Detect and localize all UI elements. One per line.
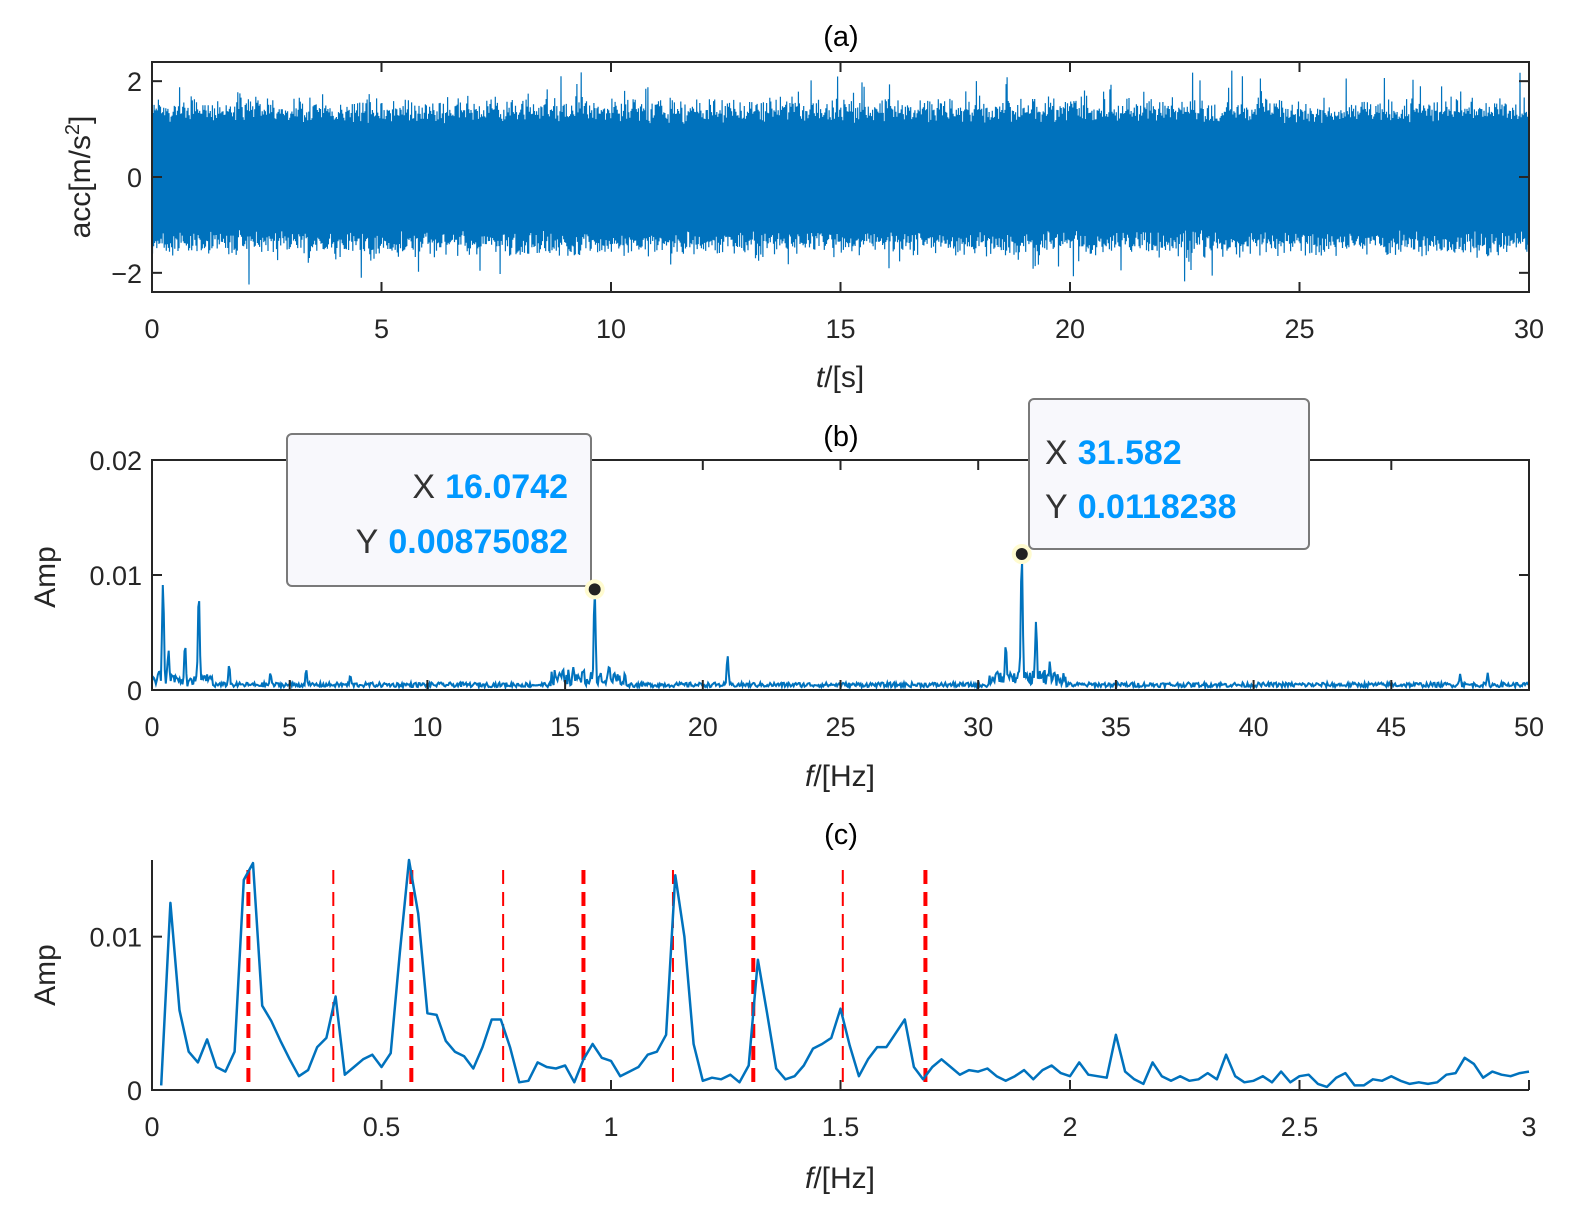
panel-a-y-ticks: −2 0 2 [111, 67, 1529, 289]
panel-c-reference-lines [246, 870, 928, 1090]
x-tick-label: 2 [1062, 1112, 1077, 1142]
datatip-1-x-value: 16.0742 [445, 468, 568, 506]
datatip-2[interactable]: X 31.582 Y 0.0118238 [1011, 398, 1310, 565]
y-tick-label: 0.01 [89, 923, 142, 953]
acceleration-series [151, 70, 1530, 285]
x-tick-label: 45 [1376, 712, 1406, 742]
x-tick-label: 35 [1101, 712, 1131, 742]
panel-b-y-ticks: 0 0.01 0.02 [89, 446, 1529, 706]
datatip-2-marker[interactable] [1011, 544, 1032, 565]
x-tick-label: 0.5 [363, 1112, 401, 1142]
datatip-2-y-key: Y [1045, 488, 1068, 526]
panel-c-xlabel-unit: /[Hz] [813, 1162, 875, 1195]
x-tick-label: 25 [825, 712, 855, 742]
y-tick-label: 0.01 [89, 561, 142, 591]
x-tick-label: 1.5 [822, 1112, 860, 1142]
datatip-2-y-row: Y 0.0118238 [1045, 488, 1237, 526]
panel-c-xlabel: f/[Hz] [805, 1162, 875, 1195]
panel-c: (c) 0 0.5 1 1.5 2 2.5 3 00.01 f/[Hz] Amp [29, 819, 1537, 1195]
datatip-2-x-value: 31.582 [1078, 434, 1182, 472]
x-tick-label: 15 [825, 314, 855, 344]
x-tick-label: 10 [596, 314, 626, 344]
panel-a: (a) 0 5 10 15 20 25 30 −202 t/[s] acc[m/s2] [62, 21, 1544, 394]
datatip-2-y-value: 0.0118238 [1078, 488, 1237, 526]
panel-b-title: (b) [823, 421, 858, 453]
panel-b-x-ticks: 0 5 10 15 20 25 30 35 40 45 50 [144, 460, 1544, 742]
panel-a-title: (a) [823, 21, 858, 53]
panel-c-spectrum-line [159, 858, 1530, 1089]
datatip-1-x-row: X 16.0742 [412, 468, 568, 506]
panel-a-ylabel-text: acc[m/s [64, 135, 97, 238]
y-tick-label: 2 [127, 67, 142, 97]
x-tick-label: 30 [963, 712, 993, 742]
panel-a-xlabel-var: t [816, 361, 826, 394]
panel-c-ylabel: Amp [29, 944, 62, 1006]
x-tick-label: 1 [603, 1112, 618, 1142]
x-tick-label: 5 [374, 314, 389, 344]
panel-c-x-ticks: 0 0.5 1 1.5 2 2.5 3 [144, 1080, 1537, 1142]
panel-a-signal-line [151, 70, 1530, 285]
x-tick-label: 20 [1055, 314, 1085, 344]
x-tick-label: 40 [1239, 712, 1269, 742]
panel-a-xlabel: t/[s] [816, 361, 864, 394]
y-tick-label: 0 [127, 1076, 142, 1106]
x-tick-label: 2.5 [1281, 1112, 1319, 1142]
datatip-1-marker[interactable] [584, 579, 605, 600]
panel-a-ylabel-end: ] [64, 116, 97, 124]
datatip-1-box [286, 433, 592, 587]
x-tick-label: 30 [1514, 314, 1544, 344]
y-tick-label: −2 [111, 259, 142, 289]
y-tick-label: 0 [127, 163, 142, 193]
datatip-1-y-key: Y [356, 523, 379, 561]
panel-b-xlabel: f/[Hz] [805, 760, 875, 793]
y-tick-label: 0 [127, 676, 142, 706]
datatip-2-x-key: X [1045, 434, 1068, 472]
panel-b-xlabel-unit: /[Hz] [813, 760, 875, 793]
panel-a-ylabel: acc[m/s2] [62, 116, 97, 239]
x-tick-label: 20 [688, 712, 718, 742]
datatip-1-y-value: 0.00875082 [388, 523, 568, 561]
x-tick-label: 10 [412, 712, 442, 742]
datatip-1-y-row: Y 0.00875082 [356, 523, 568, 561]
datatip-2-x-row: X 31.582 [1045, 434, 1182, 472]
x-tick-label: 25 [1284, 314, 1314, 344]
x-tick-label: 50 [1514, 712, 1544, 742]
low-frequency-spectrum-series [159, 858, 1530, 1089]
panel-b-ylabel: Amp [29, 546, 62, 608]
panel-a-xlabel-unit: /[s] [824, 361, 864, 394]
panel-c-axes-box [151, 860, 1529, 1091]
x-tick-label: 5 [282, 712, 297, 742]
panel-c-y-ticks: 00.01 [89, 923, 162, 1106]
y-tick-label: 0.02 [89, 446, 142, 476]
datatip-2-box [1028, 398, 1310, 550]
panel-c-xlabel-var: f [805, 1162, 816, 1195]
x-tick-label: 15 [550, 712, 580, 742]
panel-b-xlabel-var: f [805, 760, 816, 793]
x-tick-label: 0 [144, 314, 159, 344]
panel-c-title: (c) [824, 819, 858, 851]
x-tick-label: 0 [144, 1112, 159, 1142]
panel-a-x-ticks: 0 5 10 15 20 25 30 [144, 62, 1544, 344]
datatip-1[interactable]: X 16.0742 Y 0.00875082 [286, 433, 605, 600]
x-tick-label: 3 [1521, 1112, 1536, 1142]
datatip-1-x-key: X [412, 468, 435, 506]
panel-b: (b) 0 5 10 15 20 25 30 35 40 45 50 0 0.01 0.02 f/[Hz… [29, 398, 1544, 793]
panel-a-ylabel-sup: 2 [62, 124, 84, 135]
x-tick-label: 0 [144, 712, 159, 742]
